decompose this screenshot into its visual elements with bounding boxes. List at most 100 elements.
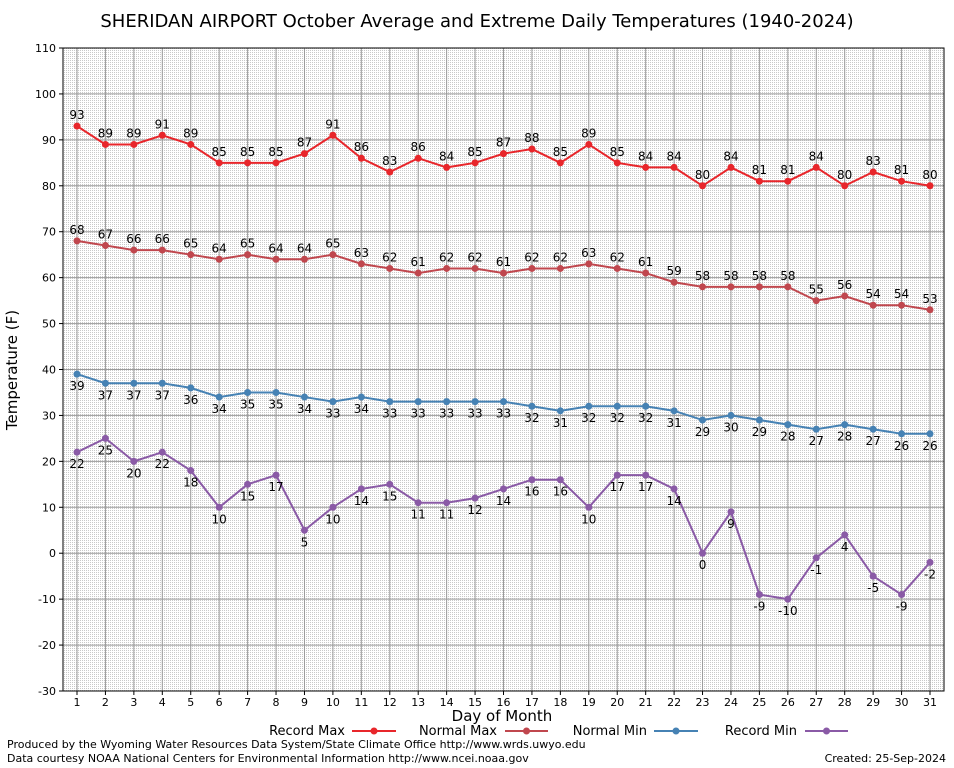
data-point-normal-min xyxy=(500,398,507,406)
data-point-normal-max xyxy=(215,255,223,263)
data-label-normal-max: 61 xyxy=(496,255,511,269)
data-label-record-max: 85 xyxy=(212,145,227,159)
data-point-record-min xyxy=(869,572,877,580)
data-point-record-max xyxy=(386,168,394,176)
data-label-record-min: 20 xyxy=(126,466,141,480)
data-label-normal-max: 67 xyxy=(98,227,113,241)
data-point-normal-min xyxy=(699,416,707,424)
legend-marker-normal-max xyxy=(523,727,530,735)
x-tick-label: 18 xyxy=(553,696,567,709)
data-point-record-max xyxy=(300,150,308,158)
data-point-normal-min xyxy=(357,393,365,401)
data-label-normal-max: 66 xyxy=(155,232,170,246)
legend-item-record-min: Record Min xyxy=(725,724,848,739)
data-point-record-max xyxy=(642,163,650,171)
data-label-record-min: -1 xyxy=(810,563,822,577)
data-label-record-min: 12 xyxy=(467,503,482,517)
data-point-normal-min xyxy=(244,388,252,396)
data-point-record-min xyxy=(101,434,109,442)
y-tick-label: 90 xyxy=(42,134,56,147)
footer-created: Created: 25-Sep-2024 xyxy=(824,752,946,765)
data-label-record-max: 84 xyxy=(809,149,824,163)
data-label-record-max: 85 xyxy=(610,145,625,159)
data-point-record-min xyxy=(215,503,223,511)
data-label-normal-max: 64 xyxy=(297,241,312,255)
data-label-normal-min: 32 xyxy=(638,411,653,425)
data-point-record-max xyxy=(528,145,536,153)
data-label-record-min: 10 xyxy=(325,512,340,526)
data-point-normal-min xyxy=(585,402,593,410)
data-label-normal-min: 33 xyxy=(325,407,340,421)
data-label-normal-max: 62 xyxy=(439,250,454,264)
data-point-normal-max xyxy=(812,297,820,305)
chart-title: SHERIDAN AIRPORT October Average and Ext… xyxy=(100,11,853,32)
data-point-record-min xyxy=(272,471,280,479)
data-point-normal-max xyxy=(187,251,195,259)
data-point-normal-max xyxy=(272,255,280,263)
data-point-normal-max xyxy=(329,251,337,259)
data-label-normal-min: 34 xyxy=(354,402,369,416)
data-point-record-max xyxy=(158,131,166,139)
data-label-normal-min: 28 xyxy=(837,430,852,444)
data-point-normal-max xyxy=(585,260,593,268)
x-tick-label: 24 xyxy=(724,696,738,709)
data-point-record-min xyxy=(244,480,252,488)
data-label-normal-max: 63 xyxy=(581,246,596,260)
data-point-record-min xyxy=(727,508,735,516)
data-point-normal-min xyxy=(443,398,451,406)
x-tick-label: 31 xyxy=(923,696,937,709)
data-point-normal-max xyxy=(500,269,507,277)
data-label-normal-min: 34 xyxy=(297,402,312,416)
data-point-normal-min xyxy=(755,416,763,424)
data-label-record-min: 16 xyxy=(553,485,568,499)
data-point-normal-max xyxy=(869,301,877,309)
data-label-normal-min: 33 xyxy=(439,407,454,421)
data-point-normal-min xyxy=(329,398,337,406)
data-point-normal-min xyxy=(215,393,223,401)
data-label-record-min: 10 xyxy=(212,512,227,526)
data-point-normal-min xyxy=(841,421,849,429)
data-label-record-min: 10 xyxy=(581,512,596,526)
data-point-normal-max xyxy=(556,264,564,272)
data-label-normal-min: 29 xyxy=(752,425,767,439)
y-tick-label: 110 xyxy=(35,42,56,55)
x-tick-label: 2 xyxy=(102,696,109,709)
data-point-record-min xyxy=(841,531,849,539)
data-label-record-min: 25 xyxy=(98,443,113,457)
data-label-normal-min: 33 xyxy=(382,407,397,421)
data-label-normal-max: 65 xyxy=(240,237,255,251)
data-point-record-min xyxy=(585,503,593,511)
data-label-normal-min: 30 xyxy=(723,420,738,434)
x-tick-label: 28 xyxy=(838,696,852,709)
y-tick-label: 0 xyxy=(49,547,56,560)
data-label-normal-max: 64 xyxy=(268,241,283,255)
data-label-record-max: 93 xyxy=(69,108,84,122)
data-label-record-min: 14 xyxy=(496,494,511,508)
data-label-record-max: 86 xyxy=(354,140,369,154)
y-tick-label: 40 xyxy=(42,364,56,377)
data-label-normal-max: 58 xyxy=(780,269,795,283)
x-tick-label: 14 xyxy=(440,696,454,709)
data-label-normal-max: 63 xyxy=(354,246,369,260)
data-label-normal-max: 62 xyxy=(467,250,482,264)
y-tick-label: 70 xyxy=(42,226,56,239)
data-point-record-min xyxy=(556,476,564,484)
data-label-record-max: 89 xyxy=(581,126,596,140)
data-label-normal-max: 61 xyxy=(638,255,653,269)
data-label-record-min: 9 xyxy=(727,517,735,531)
data-point-record-min xyxy=(755,591,763,599)
data-label-normal-min: 26 xyxy=(894,439,909,453)
x-tick-label: 8 xyxy=(273,696,280,709)
data-point-record-min xyxy=(812,554,820,562)
x-tick-label: 5 xyxy=(187,696,194,709)
data-point-record-max xyxy=(215,159,223,167)
data-point-normal-min xyxy=(642,402,650,410)
legend-marker-normal-min xyxy=(672,727,680,735)
data-label-record-max: 89 xyxy=(98,126,113,140)
data-label-record-min: 14 xyxy=(354,494,369,508)
data-label-record-max: 91 xyxy=(155,117,170,131)
data-label-normal-min: 37 xyxy=(126,388,141,402)
y-tick-label: 60 xyxy=(42,272,56,285)
legend: Record Max Normal Max Normal Min Record Min xyxy=(269,724,848,739)
data-point-record-max xyxy=(812,163,820,171)
